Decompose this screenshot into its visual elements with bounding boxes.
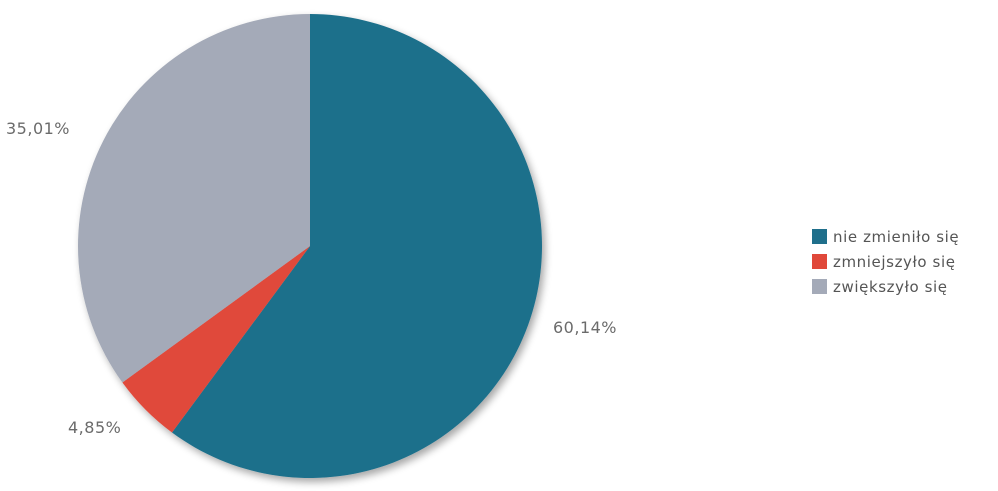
pie-slice-1 <box>171 14 542 478</box>
legend: nie zmieniło się zmniejszyło się zwiększył… <box>812 228 959 296</box>
slice-labels: 60,14% 4,85% 35,01% <box>6 119 617 437</box>
legend-label-2: zmniejszyło się <box>833 253 956 271</box>
pie-slice-2 <box>122 246 310 433</box>
slice-label-3: 35,01% <box>6 119 70 138</box>
legend-swatch-3 <box>812 279 827 294</box>
legend-label-3: zwiększyło się <box>833 278 948 296</box>
legend-swatch-2 <box>812 254 827 269</box>
legend-swatch-1 <box>812 229 827 244</box>
slice-label-1: 60,14% <box>553 318 617 337</box>
pie-slice-3 <box>77 14 310 383</box>
pie-slices <box>77 14 542 478</box>
slice-label-2: 4,85% <box>68 418 121 437</box>
legend-label-1: nie zmieniło się <box>833 228 959 246</box>
